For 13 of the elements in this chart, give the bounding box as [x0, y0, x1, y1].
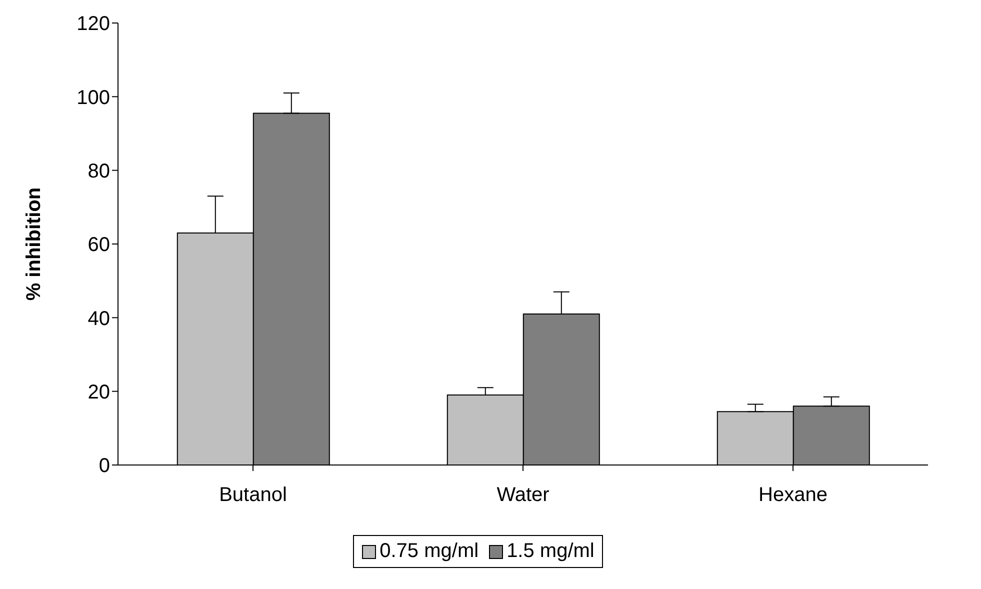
y-tick-label: 100 — [76, 86, 110, 109]
x-tick-label: Butanol — [219, 484, 287, 506]
y-axis-title: % inhibition — [23, 187, 46, 301]
x-tick-label: Water — [496, 484, 550, 506]
y-tick-label: 60 — [88, 234, 110, 256]
y-tick-label: 20 — [88, 381, 110, 404]
y-tick-label: 40 — [88, 308, 110, 330]
x-tick-label: Hexane — [758, 484, 828, 506]
y-tick-label: 80 — [88, 160, 110, 182]
y-tick-label: 0 — [98, 455, 110, 478]
legend-label: 0.75 mg/ml — [378, 540, 479, 563]
y-tick-label: 120 — [76, 13, 110, 36]
legend-label: 1.5 mg/ml — [506, 540, 594, 563]
